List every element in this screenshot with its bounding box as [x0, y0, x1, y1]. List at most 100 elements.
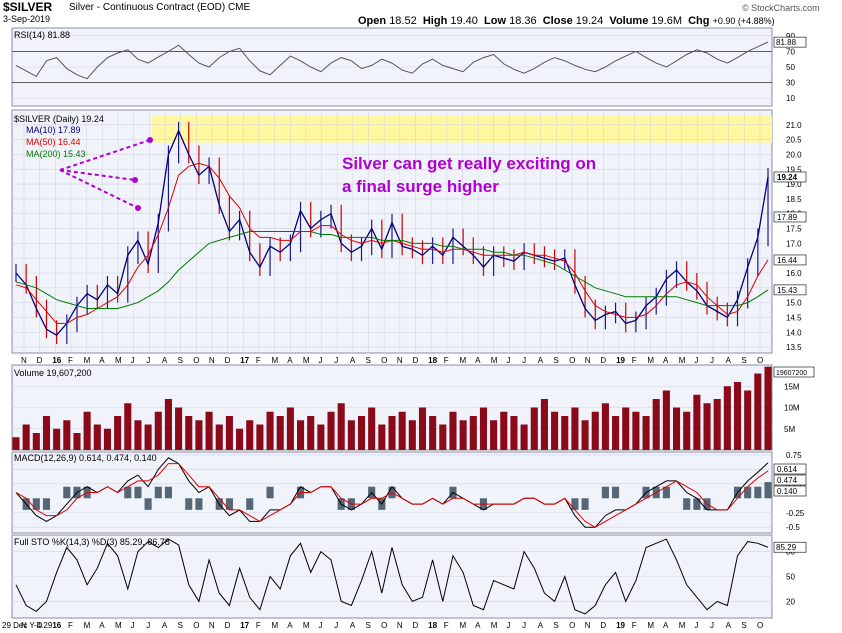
month-label-bottom: O [569, 621, 575, 630]
month-label-bottom: S [741, 621, 746, 630]
macd-histogram-bar [266, 486, 274, 499]
price-tick-label: 20.5 [786, 136, 802, 145]
macd-value-tag [773, 474, 807, 486]
month-label: A [99, 356, 105, 365]
macd-histogram-bar [744, 486, 752, 499]
month-label-bottom: 18 [428, 621, 437, 630]
month-label: J [522, 356, 526, 365]
price-tick-label: 14.0 [786, 328, 802, 337]
volume-bar [164, 399, 172, 450]
volume-bar [429, 416, 437, 450]
macd-histogram-bar [601, 486, 609, 499]
macd-histogram-bar [144, 498, 152, 510]
volume-bar [378, 424, 386, 450]
price-tick-label: 15.0 [786, 299, 802, 308]
volume-bar [307, 416, 315, 450]
month-label: M [84, 356, 91, 365]
month-label: O [193, 356, 199, 365]
price-series-ma10 [15, 129, 769, 337]
macd-histogram-bar [42, 498, 51, 510]
footer-date-info: 29 Dec Y-4.29 [2, 621, 53, 630]
volume-label: Volume 19,607,200 [14, 368, 92, 378]
rsi-tick-label: 50 [786, 63, 795, 72]
volume-bar [672, 407, 681, 450]
volume-bar [42, 416, 51, 450]
month-label-bottom: O [381, 621, 387, 630]
macd-label: MACD(12,26,9) 0.614, 0.474, 0.140 [14, 453, 157, 463]
month-label-bottom: J [710, 621, 714, 630]
month-label-bottom: D [37, 621, 43, 630]
month-label-bottom: S [178, 621, 183, 630]
macd-histogram-bar [134, 486, 142, 499]
month-label-bottom: J [694, 621, 698, 630]
volume-last-tag [773, 366, 815, 378]
macd-histogram-bar [225, 498, 233, 510]
rsi-tick-label: 30 [786, 79, 795, 88]
macd-signal-line [15, 463, 769, 528]
month-label: N [585, 356, 591, 365]
month-label: 16 [52, 356, 61, 365]
price-tag-box [773, 284, 807, 296]
macd-histogram-bar [195, 498, 203, 510]
month-label: A [475, 356, 481, 365]
month-label-bottom: O [757, 621, 763, 630]
macd-histogram-bar [124, 486, 132, 499]
annotation-arrowhead [147, 137, 153, 143]
month-label-bottom: A [475, 621, 481, 630]
volume-bar [215, 424, 223, 450]
volume-bar [754, 373, 762, 450]
sto-tick-label: 20 [786, 597, 795, 606]
volume-bar [490, 420, 498, 450]
month-label: O [569, 356, 575, 365]
volume-bar [744, 390, 752, 450]
month-label: M [115, 356, 122, 365]
month-label: A [538, 356, 544, 365]
rsi-tick-label: 10 [786, 94, 795, 103]
macd-tick-label: 0.75 [786, 451, 802, 460]
volume-bar [551, 411, 559, 450]
rsi-label: RSI(14) 81.88 [14, 30, 71, 40]
macd-histogram-bar [764, 482, 772, 499]
month-label: J [710, 356, 714, 365]
price-tick-label: 19.0 [786, 180, 802, 189]
month-label-bottom: J [146, 621, 150, 630]
volume-bar [449, 411, 457, 450]
month-label-bottom: 17 [240, 621, 249, 630]
month-label: D [412, 356, 418, 365]
price-tick-label: 20.0 [786, 150, 802, 159]
month-label: D [225, 356, 231, 365]
macd-histogram-bar [63, 486, 71, 499]
price-tag: 17.89 [777, 213, 798, 222]
ma50-legend: MA(50) 16.44 [26, 137, 81, 147]
highlight-zone [152, 115, 772, 143]
symbol-title: $SILVER [3, 0, 52, 14]
month-label: O [381, 356, 387, 365]
month-label-bottom: M [459, 621, 466, 630]
copyright: © StockCharts.com [742, 3, 820, 13]
macd-value: 0.140 [777, 487, 798, 496]
macd-histogram-bar [612, 486, 620, 499]
month-label: J [131, 356, 135, 365]
month-label: 19 [616, 356, 625, 365]
month-label: M [459, 356, 466, 365]
month-label: M [303, 356, 310, 365]
volume-bar [205, 411, 213, 450]
volume-bar [703, 403, 711, 450]
price-series-ma200 [15, 231, 769, 309]
volume-bar [520, 424, 528, 450]
month-label-bottom: S [366, 621, 371, 630]
month-label-bottom: A [350, 621, 356, 630]
month-label: O [757, 356, 763, 365]
volume-bar [154, 411, 162, 450]
month-label: M [679, 356, 686, 365]
month-label: M [491, 356, 498, 365]
volume-bar [185, 416, 193, 450]
volume-bar [459, 420, 467, 450]
volume-tick-label: 5M [784, 425, 795, 434]
volume-bar [723, 386, 731, 450]
month-label: N [209, 356, 215, 365]
month-label-bottom: J [506, 621, 510, 630]
volume-bar [388, 416, 396, 450]
volume-bar [713, 399, 721, 450]
volume-bar [662, 390, 670, 450]
